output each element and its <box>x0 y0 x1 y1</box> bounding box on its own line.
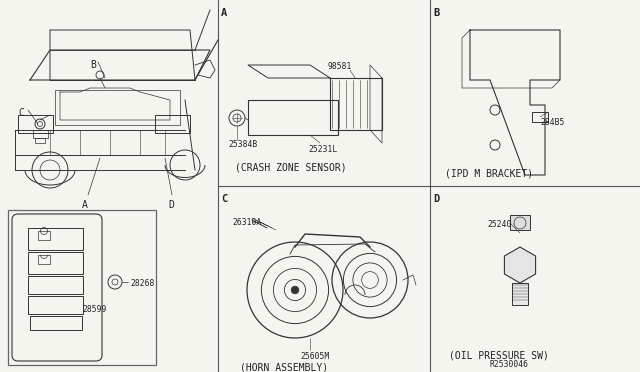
Text: A: A <box>221 8 227 18</box>
Text: 26310A: 26310A <box>232 218 261 227</box>
Bar <box>38 231 50 240</box>
Bar <box>35 138 45 143</box>
Bar <box>330 78 382 130</box>
Bar <box>28 252 83 274</box>
Bar <box>28 276 83 294</box>
Bar <box>28 296 83 314</box>
Text: (OIL PRESSURE SW): (OIL PRESSURE SW) <box>449 350 549 360</box>
Text: C: C <box>18 108 24 118</box>
Text: C: C <box>221 194 227 204</box>
Bar <box>248 100 338 135</box>
Bar <box>38 255 50 264</box>
Bar <box>30 316 82 330</box>
Bar <box>155 115 190 133</box>
Bar <box>510 215 530 230</box>
Bar <box>55 90 180 125</box>
Bar <box>28 228 83 250</box>
Text: 28268: 28268 <box>130 279 154 288</box>
Text: 284B5: 284B5 <box>540 118 564 127</box>
Text: 25384B: 25384B <box>228 140 257 149</box>
Bar <box>18 115 53 133</box>
Text: A: A <box>82 200 88 210</box>
Text: 25231L: 25231L <box>308 145 337 154</box>
Text: D: D <box>168 200 174 210</box>
Text: 25240: 25240 <box>487 220 511 229</box>
Text: 25605M: 25605M <box>300 352 329 361</box>
Bar <box>512 283 528 305</box>
Bar <box>330 78 382 130</box>
Text: 28599: 28599 <box>82 305 106 314</box>
Bar <box>532 112 548 122</box>
Text: B: B <box>433 8 439 18</box>
Text: B: B <box>90 60 96 70</box>
Text: (IPD M BRACKET): (IPD M BRACKET) <box>445 168 533 178</box>
Circle shape <box>291 286 299 294</box>
Text: (CRASH ZONE SENSOR): (CRASH ZONE SENSOR) <box>235 163 347 173</box>
Polygon shape <box>504 247 536 283</box>
Text: (HORN ASSEMBLY): (HORN ASSEMBLY) <box>240 362 328 372</box>
Text: R2530046: R2530046 <box>489 360 528 369</box>
Text: D: D <box>433 194 439 204</box>
Text: 98581: 98581 <box>328 62 353 71</box>
Bar <box>8 210 156 365</box>
Bar <box>33 130 48 138</box>
